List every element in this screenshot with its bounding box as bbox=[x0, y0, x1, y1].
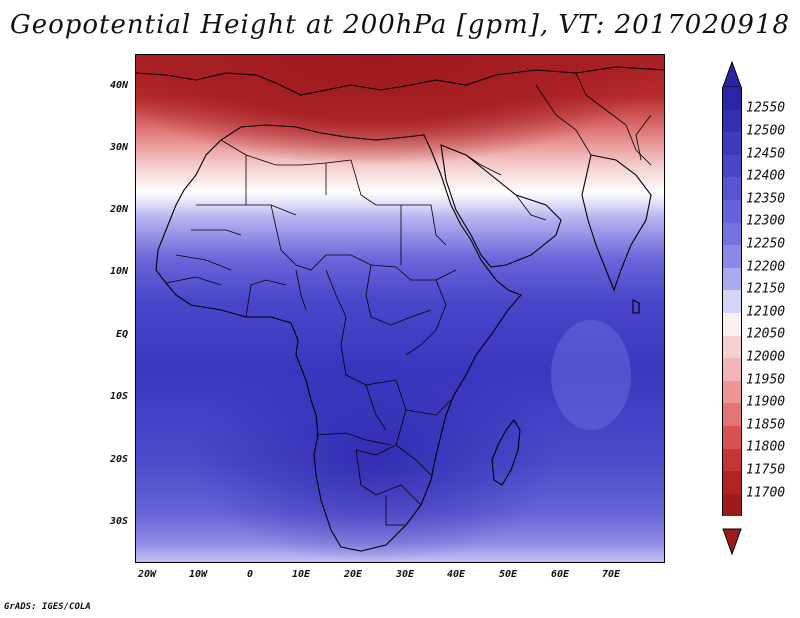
colorbar-segment bbox=[722, 380, 742, 404]
colorbar-segment bbox=[722, 290, 742, 313]
colorbar-label: 11700 bbox=[746, 485, 786, 501]
high-core bbox=[136, 55, 664, 255]
lon-label: 70E bbox=[601, 569, 621, 580]
colorbar-label: 12450 bbox=[746, 146, 786, 162]
colorbar-top-arrow bbox=[722, 60, 742, 88]
colorbar-label: 12250 bbox=[746, 236, 786, 252]
colorbar-segment bbox=[722, 245, 742, 268]
colorbar-label: 12100 bbox=[746, 304, 786, 320]
colorbar-segment bbox=[722, 199, 742, 223]
lat-label: 40N bbox=[109, 80, 128, 91]
colorbar-label: 12400 bbox=[746, 168, 786, 184]
footer-credit: GrADS: IGES/COLA bbox=[4, 602, 91, 612]
colorbar-label: 12200 bbox=[746, 259, 786, 275]
colorbar-segment bbox=[722, 471, 742, 494]
colorbar-segment bbox=[722, 222, 742, 246]
lat-label: EQ bbox=[115, 329, 128, 340]
colorbar-label: 12050 bbox=[746, 326, 786, 342]
colorbar-segment bbox=[722, 154, 742, 178]
colorbar-label: 11750 bbox=[746, 462, 786, 478]
lon-label: 10E bbox=[291, 569, 311, 580]
lon-label: 10W bbox=[188, 569, 208, 580]
colorbar-segment bbox=[722, 109, 742, 133]
lat-label: 10S bbox=[109, 391, 128, 402]
colorbar-label: 11800 bbox=[746, 439, 786, 455]
lon-label: 20E bbox=[343, 569, 363, 580]
map-panel bbox=[135, 54, 665, 563]
colorbar-segment bbox=[722, 448, 742, 472]
colorbar-label: 12500 bbox=[746, 123, 786, 139]
chart-title: Geopotential Height at 200hPa [gpm], VT:… bbox=[9, 10, 791, 40]
colorbar-segment bbox=[722, 177, 742, 200]
colorbar-label: 11850 bbox=[746, 417, 786, 433]
colorbar-bottom-arrow bbox=[722, 528, 742, 556]
lon-label: 0 bbox=[246, 569, 254, 580]
lat-label: 30N bbox=[109, 142, 128, 153]
colorbar-segment bbox=[722, 358, 742, 381]
colorbar-segment bbox=[722, 267, 742, 291]
colorbar-segment bbox=[722, 87, 742, 110]
colorbar-segment bbox=[722, 335, 742, 359]
colorbar-segment bbox=[722, 312, 742, 336]
lon-label: 50E bbox=[498, 569, 518, 580]
lon-label: 40E bbox=[446, 569, 466, 580]
lat-label: 10N bbox=[109, 266, 128, 277]
colorbar-label: 12150 bbox=[746, 281, 786, 297]
colorbar-label: 12350 bbox=[746, 191, 786, 207]
map-svg bbox=[136, 55, 664, 562]
colorbar-segment bbox=[722, 425, 742, 449]
colorbar-segment bbox=[722, 493, 742, 517]
lat-label: 30S bbox=[109, 516, 128, 527]
colorbar-label: 11950 bbox=[746, 372, 786, 388]
colorbar-label: 12000 bbox=[746, 349, 786, 365]
borders bbox=[165, 72, 652, 526]
anomaly-blob bbox=[551, 320, 631, 430]
lon-label: 30E bbox=[395, 569, 415, 580]
colorbar-segment bbox=[722, 132, 742, 155]
lon-label: 60E bbox=[550, 569, 570, 580]
lat-label: 20N bbox=[109, 204, 128, 215]
lat-label: 20S bbox=[109, 454, 128, 465]
colorbar-segment bbox=[722, 403, 742, 426]
colorbar-label: 12550 bbox=[746, 100, 786, 116]
colorbar bbox=[722, 87, 742, 517]
colorbar-label: 11900 bbox=[746, 394, 786, 410]
lon-label: 20W bbox=[137, 569, 157, 580]
colorbar-label: 12300 bbox=[746, 213, 786, 229]
